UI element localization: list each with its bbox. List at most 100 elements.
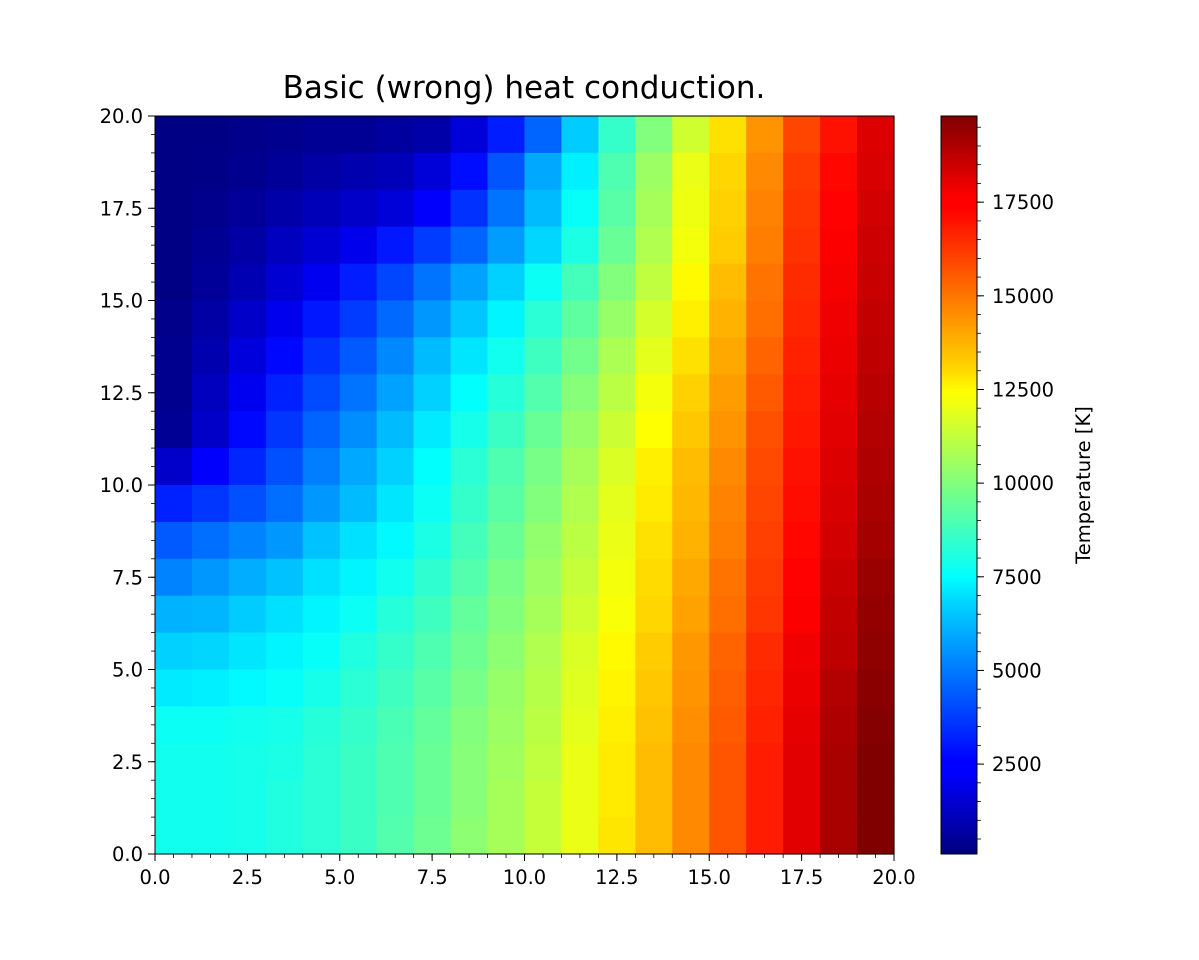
- heatmap-cell: [524, 595, 563, 634]
- heatmap-cell: [302, 817, 341, 855]
- x-tick-label: 17.5: [780, 866, 823, 889]
- heatmap-cell: [265, 226, 304, 265]
- colorbar-tick-label: 17500: [992, 191, 1054, 214]
- heatmap-cell: [413, 448, 452, 486]
- heatmap-cell: [598, 337, 636, 375]
- heatmap-cell: [376, 706, 415, 744]
- x-tick-label: 2.5: [232, 866, 263, 889]
- heatmap-cell: [228, 485, 267, 523]
- heatmap-cell: [746, 448, 784, 486]
- heatmap-cell: [524, 226, 563, 265]
- colorbar-axis: 2500 5000 7500 10000 12500 15000 17500: [977, 126, 1054, 840]
- heatmap-cell: [672, 189, 710, 228]
- heatmap-cell: [524, 337, 563, 375]
- heatmap-cell: [155, 780, 193, 818]
- heatmap-cell: [302, 300, 341, 338]
- heatmap-cell: [820, 669, 858, 707]
- colorbar-tick-label: 7500: [992, 566, 1042, 589]
- heatmap-cell: [709, 411, 747, 449]
- heatmap-cell: [857, 669, 895, 707]
- heatmap-cell: [746, 189, 784, 228]
- heatmap-cell: [228, 374, 267, 412]
- heatmap-cell: [524, 558, 563, 597]
- heatmap-cell: [450, 521, 489, 560]
- heatmap-cell: [635, 300, 673, 338]
- heatmap-cell: [413, 595, 452, 634]
- heatmap-cell: [376, 817, 415, 855]
- heatmap-cell: [487, 595, 526, 634]
- heatmap-cell: [487, 189, 526, 228]
- heatmap-cell: [228, 300, 267, 338]
- heatmap-cell: [857, 337, 895, 375]
- heatmap-cell: [635, 706, 673, 744]
- heatmap-cell: [709, 337, 747, 375]
- heatmap-cell: [339, 152, 378, 191]
- heatmap-cell: [635, 116, 673, 154]
- heatmap-cell: [598, 485, 636, 523]
- heatmap-cell: [561, 411, 599, 449]
- heatmap-cell: [191, 448, 230, 486]
- heatmap-cell: [191, 263, 230, 302]
- heatmap-cell: [191, 226, 230, 265]
- heatmap-cell: [672, 595, 710, 634]
- heatmap-cell: [191, 411, 230, 449]
- x-tick-label: 10.0: [503, 866, 546, 889]
- heatmap-cell: [746, 337, 784, 375]
- heatmap-cell: [228, 189, 267, 228]
- heatmap-cell: [376, 669, 415, 707]
- heatmap-cell: [820, 300, 858, 338]
- y-tick-label: 10.0: [100, 474, 143, 497]
- heatmap-cell: [709, 226, 747, 265]
- heatmap-cell: [376, 595, 415, 634]
- heatmap-cell: [783, 780, 821, 818]
- heatmap-cell: [155, 632, 193, 671]
- heatmap-cell: [783, 521, 821, 560]
- heatmap-cell: [228, 632, 267, 671]
- heatmap-cell: [191, 521, 230, 560]
- heatmap-cell: [672, 152, 710, 191]
- heatmap-cell: [376, 743, 415, 781]
- heatmap-cell: [561, 780, 599, 818]
- heatmap-cell: [155, 706, 193, 744]
- heatmap-cell: [339, 780, 378, 818]
- heatmap-cell: [672, 448, 710, 486]
- heatmap-cell: [783, 152, 821, 191]
- heatmap-cell: [487, 337, 526, 375]
- heatmap-cell: [339, 743, 378, 781]
- colorbar-tick-label: 2500: [992, 753, 1042, 776]
- colorbar-tick-label: 10000: [992, 472, 1054, 495]
- heatmap-cell: [339, 817, 378, 855]
- heatmap-cell: [820, 189, 858, 228]
- heatmap-cell: [487, 780, 526, 818]
- heatmap-cell: [561, 669, 599, 707]
- heatmap-cell: [191, 780, 230, 818]
- heatmap-cell: [450, 337, 489, 375]
- heatmap-cell: [265, 189, 304, 228]
- heatmap-cell: [339, 226, 378, 265]
- heatmap-cell: [450, 374, 489, 412]
- heatmap-cell: [155, 226, 193, 265]
- heatmap-cell: [524, 374, 563, 412]
- heatmap-cell: [450, 226, 489, 265]
- heatmap-cell: [635, 485, 673, 523]
- plot-frame: [154, 115, 895, 855]
- heatmap-cell: [155, 669, 193, 707]
- heatmap-cell: [635, 780, 673, 818]
- heatmap-cell: [635, 632, 673, 671]
- heatmap-cell: [635, 189, 673, 228]
- heatmap-cell: [598, 817, 636, 855]
- heatmap-cell: [339, 485, 378, 523]
- heatmap-cell: [191, 595, 230, 634]
- heatmap-cell: [376, 411, 415, 449]
- heatmap-cell: [302, 669, 341, 707]
- heatmap-cell: [155, 558, 193, 597]
- heatmap-cell: [265, 374, 304, 412]
- heatmap-cell: [191, 189, 230, 228]
- heatmap-cell: [820, 558, 858, 597]
- heatmap-cell: [191, 116, 230, 154]
- heatmap-cell: [783, 337, 821, 375]
- y-tick-label: 0.0: [112, 843, 143, 866]
- heatmap-cell: [709, 632, 747, 671]
- heatmap-cell: [524, 521, 563, 560]
- heatmap-cell: [228, 152, 267, 191]
